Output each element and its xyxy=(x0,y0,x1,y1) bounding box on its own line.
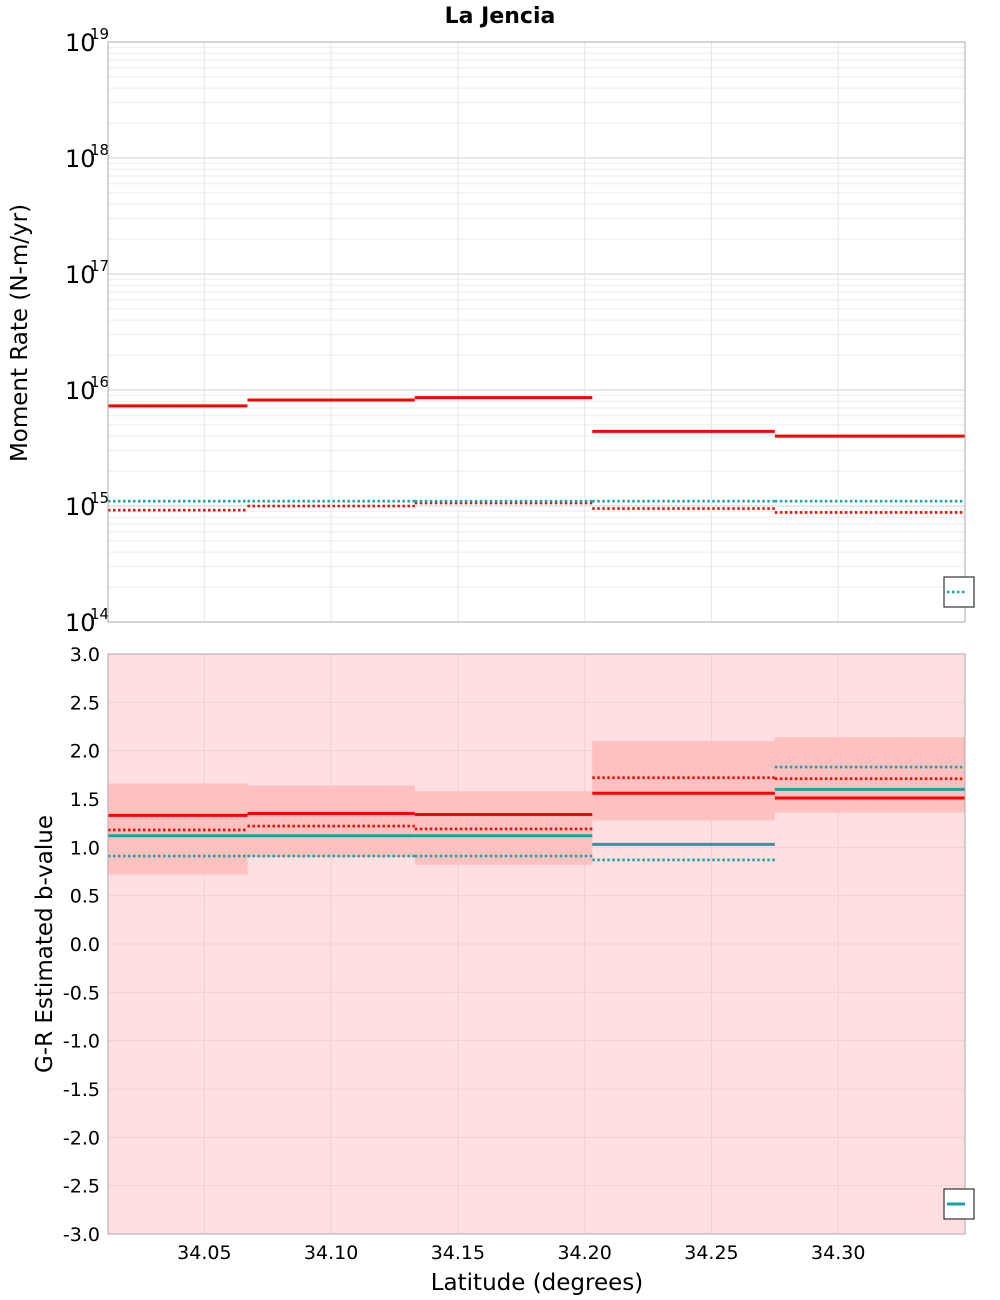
x-tick-label: 34.05 xyxy=(177,1242,231,1264)
y-tick-exponent: 14 xyxy=(90,605,109,623)
y-tick-label: 1.5 xyxy=(70,789,100,811)
x-tick-label: 34.25 xyxy=(684,1242,738,1264)
y-axis-label-b-value: G-R Estimated b-value xyxy=(32,815,58,1073)
y-axis-label-moment-rate: Moment Rate (N-m/yr) xyxy=(7,204,33,462)
y-tick-label: 10 xyxy=(65,29,96,57)
y-tick-exponent: 18 xyxy=(90,141,109,159)
x-tick-label: 34.15 xyxy=(431,1242,485,1264)
plot-frame xyxy=(107,41,966,623)
y-tick-exponent: 19 xyxy=(90,25,109,43)
y-tick-label: 10 xyxy=(65,261,96,289)
x-axis-label: Latitude (degrees) xyxy=(431,1270,644,1296)
confidence-band-4 xyxy=(774,737,965,813)
y-tick-exponent: 15 xyxy=(90,489,109,507)
confidence-band-3 xyxy=(592,741,775,821)
y-tick-label: 10 xyxy=(65,609,96,637)
plot-area xyxy=(108,42,965,622)
y-tick-label: 3.0 xyxy=(70,644,100,666)
y-tick-label: 0.5 xyxy=(70,886,100,908)
confidence-band-1 xyxy=(247,785,415,857)
y-tick-label: -2.0 xyxy=(63,1127,100,1149)
y-tick-label: 2.0 xyxy=(70,741,100,763)
y-tick-label: 0.0 xyxy=(70,934,100,956)
x-tick-label: 34.20 xyxy=(557,1242,611,1264)
y-tick-label: -2.5 xyxy=(63,1176,100,1198)
y-tick-label: 10 xyxy=(65,493,96,521)
y-tick-label: -1.5 xyxy=(63,1079,100,1101)
x-tick-label: 34.10 xyxy=(304,1242,358,1264)
y-tick-label: -1.0 xyxy=(63,1031,100,1053)
y-tick-exponent: 17 xyxy=(90,257,109,275)
y-tick-exponent: 16 xyxy=(90,373,109,391)
y-tick-label: -3.0 xyxy=(63,1224,100,1246)
y-tick-label: 10 xyxy=(65,377,96,405)
x-tick-label: 34.30 xyxy=(811,1242,865,1264)
plot-frame xyxy=(107,653,966,1235)
y-tick-label: 1.0 xyxy=(70,837,100,859)
y-tick-label: -0.5 xyxy=(63,982,100,1004)
b-value-panel: 3.0 2.5 2.0 1.5 1.0 0.5 0.0 -0.5 -1.0 -1.5 -2.0 -2.… xyxy=(63,644,975,1264)
y-tick-label: 10 xyxy=(65,145,96,173)
confidence-band-2 xyxy=(414,791,593,865)
figure-title: La Jencia xyxy=(445,4,556,29)
y-tick-label: 2.5 xyxy=(70,692,100,714)
